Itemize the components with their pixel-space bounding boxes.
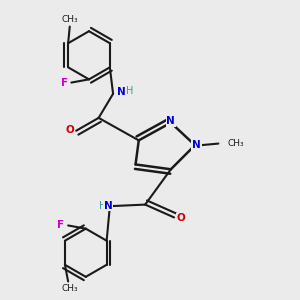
Text: CH₃: CH₃ [227, 139, 244, 148]
Text: F: F [58, 220, 64, 230]
Text: N: N [192, 140, 201, 150]
Text: N: N [104, 200, 112, 211]
Text: N: N [167, 116, 175, 126]
Text: F: F [61, 78, 68, 88]
Text: H: H [99, 200, 106, 211]
Text: N: N [117, 87, 126, 97]
Text: H: H [126, 85, 133, 96]
Text: O: O [65, 125, 74, 135]
Text: CH₃: CH₃ [61, 284, 78, 293]
Text: O: O [177, 213, 185, 224]
Text: CH₃: CH₃ [61, 15, 78, 24]
